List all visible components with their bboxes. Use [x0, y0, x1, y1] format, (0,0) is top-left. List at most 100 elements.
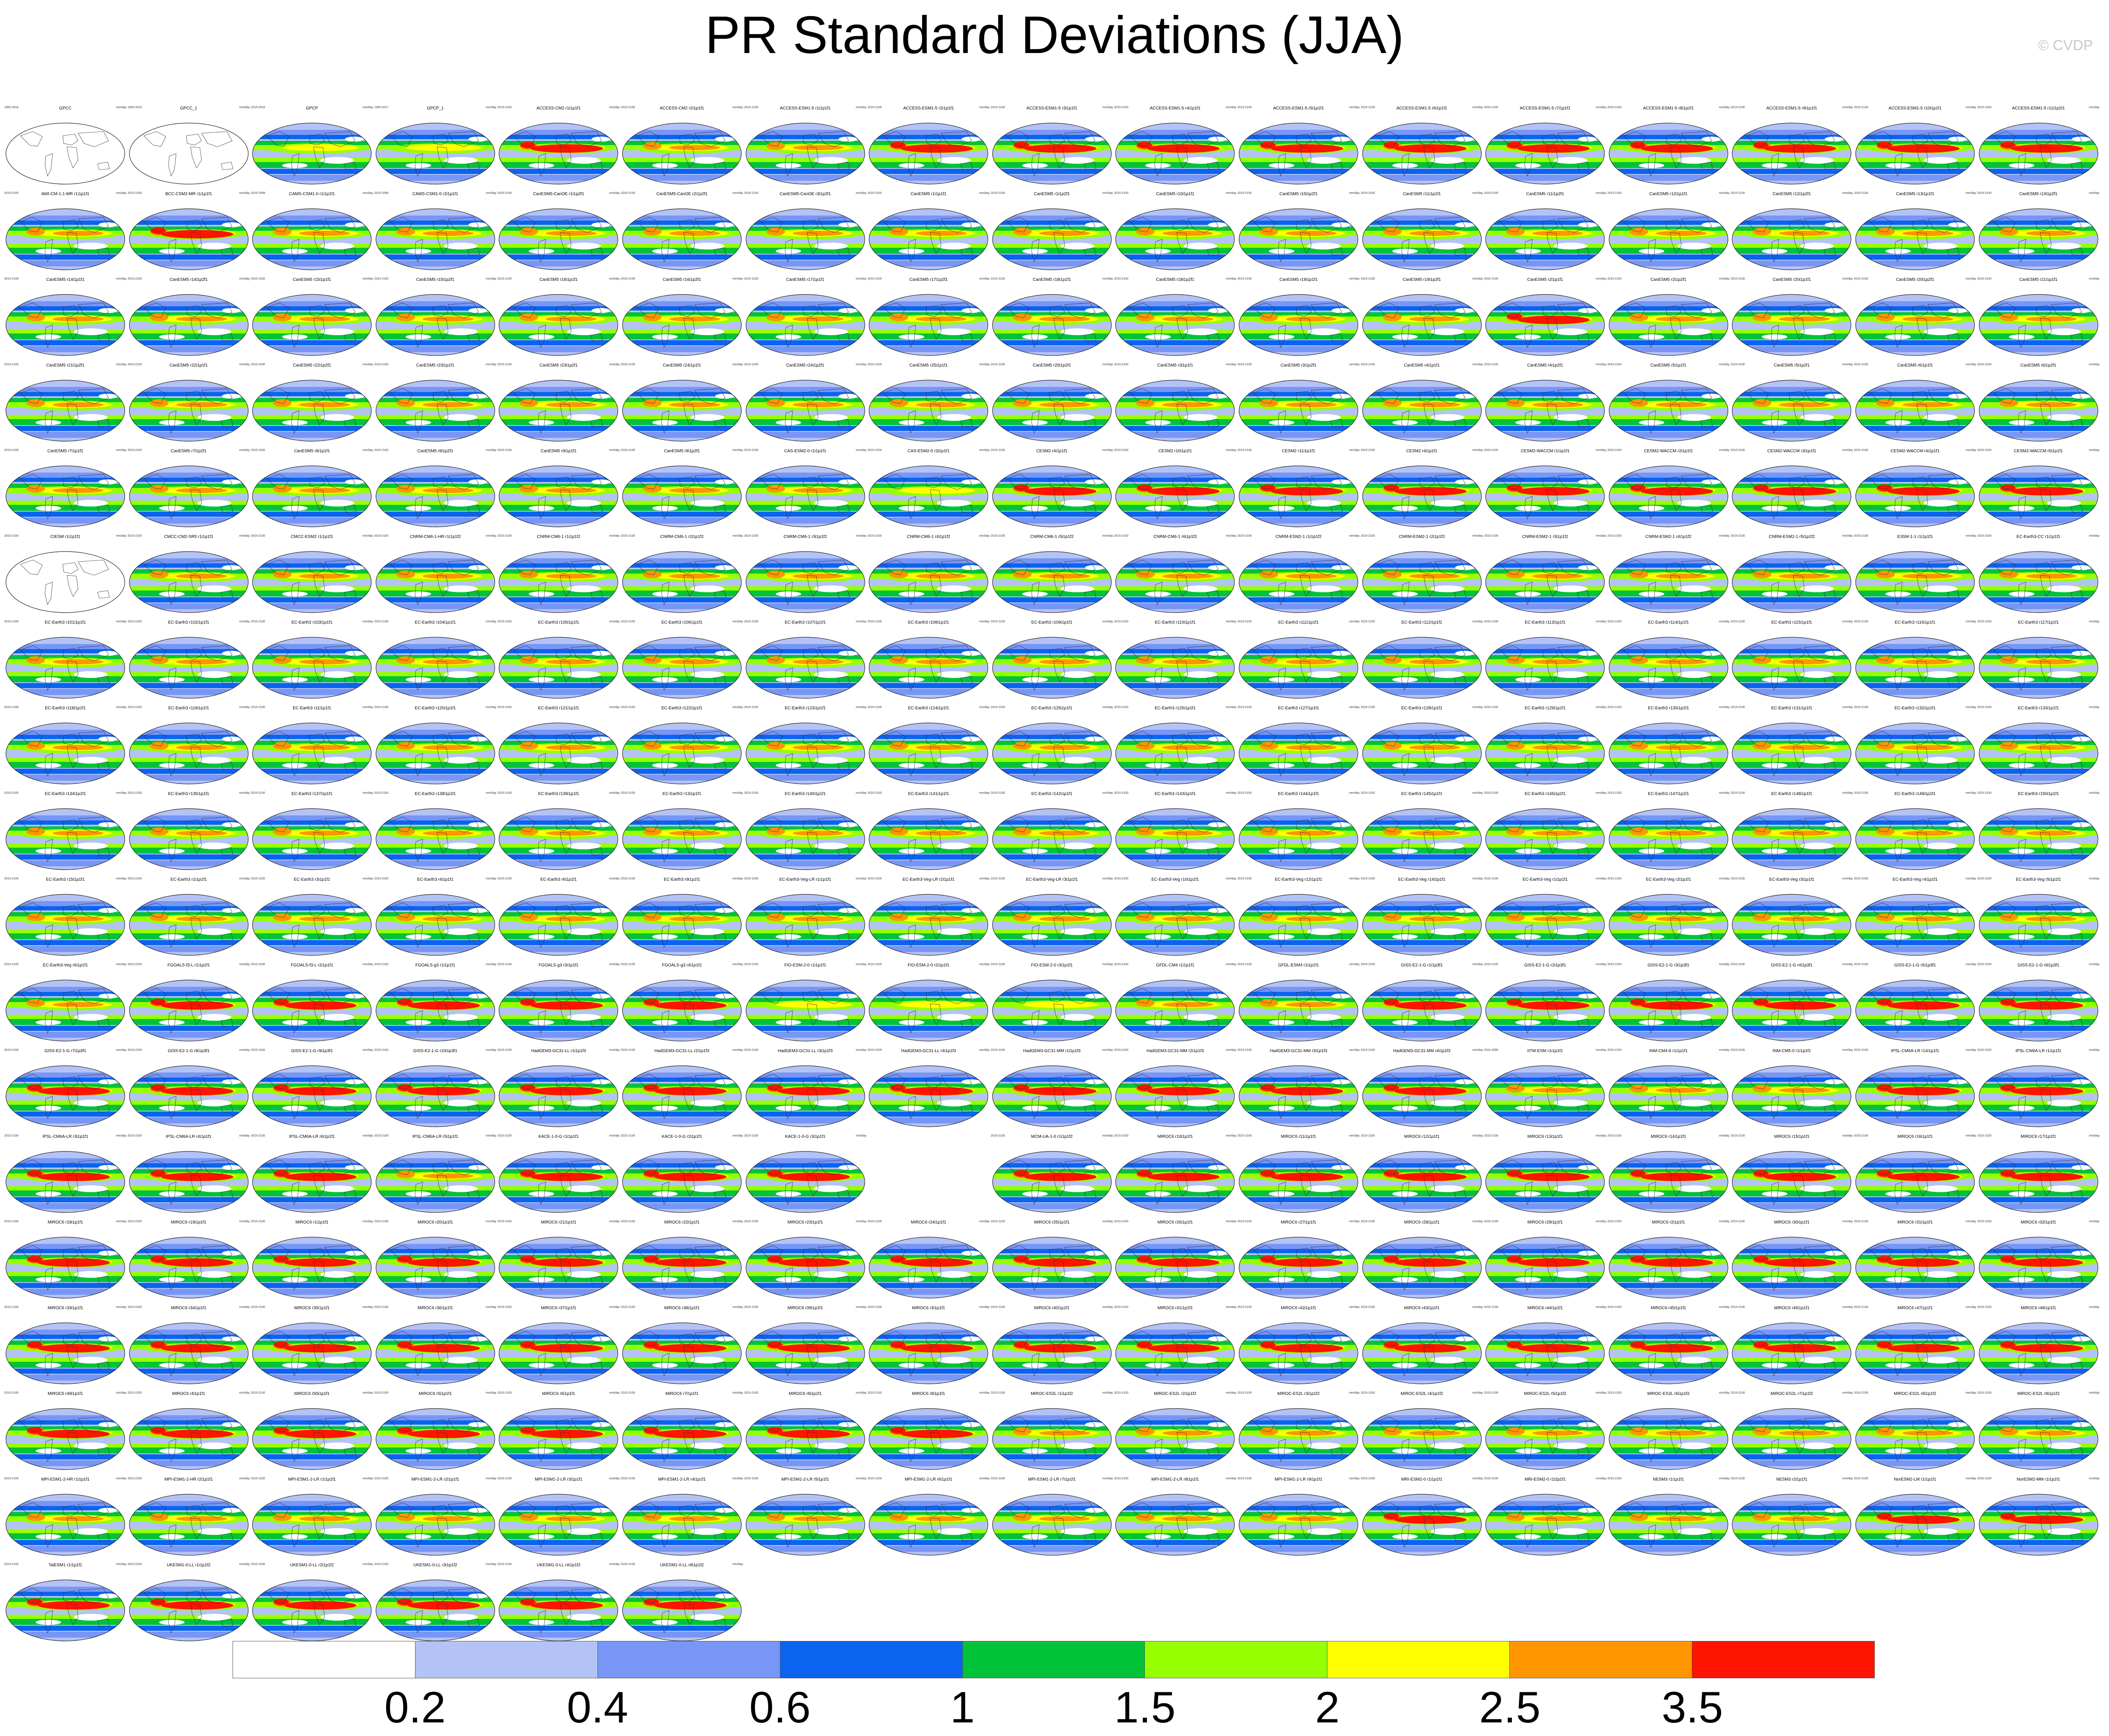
map-field	[1060, 243, 1094, 249]
map-field	[159, 591, 185, 596]
map-field	[1486, 501, 1605, 505]
map-field	[129, 301, 248, 306]
map-field	[992, 761, 1111, 768]
map-field	[1239, 815, 1358, 820]
panel-title: CanESM5 r2i1p2f1	[1650, 277, 1687, 282]
map-field	[376, 418, 495, 425]
map-field	[6, 761, 125, 768]
map-field	[499, 247, 618, 254]
map-panel: GPCC 1950-2016 mm/day	[3, 106, 127, 191]
panel-years: 2015-2100	[744, 363, 759, 366]
map-field	[1885, 677, 1911, 682]
map-field	[1486, 512, 1605, 517]
map-panel: FGOALS-f3-L r1i1p1f1 2015-2100 mm/day	[127, 963, 251, 1048]
panel-units: mm/day	[239, 963, 250, 966]
map-panel-plot	[622, 294, 742, 356]
map-field	[746, 901, 865, 906]
map-field	[499, 987, 618, 992]
panel-units: mm/day	[116, 192, 126, 195]
map-field	[499, 860, 618, 866]
panel-title: CESM2-WACCM r2i1p1f1	[1644, 449, 1693, 454]
continent-outline	[1870, 217, 1893, 232]
map-panel: EC-Earth3-Veg-LR r1i1p1f1 2015-2100 mm/day	[743, 877, 867, 962]
panel-title: EC-Earth3 r116i1p1f1	[1895, 620, 1935, 625]
map-field	[1609, 415, 1728, 419]
map-field	[6, 426, 125, 431]
panel-title: CanESM5-CanOE r3i1p2f1	[780, 192, 831, 196]
map-panel-plot	[376, 808, 495, 870]
panel-units: mm/day	[116, 449, 126, 452]
map-field	[252, 1026, 372, 1031]
map-field	[869, 940, 988, 945]
map-field	[1638, 249, 1664, 254]
map-field	[1732, 775, 1851, 781]
map-field	[1486, 815, 1605, 820]
continent-outline	[883, 217, 906, 232]
panel-title: CanESM5-CanOE r2i1p2f1	[656, 192, 708, 196]
map-field	[775, 163, 801, 168]
map-field	[1779, 231, 1830, 236]
map-field	[1116, 346, 1235, 352]
map-field	[992, 130, 1111, 135]
panel-years: 2015-2100	[744, 706, 759, 709]
map-field	[529, 420, 555, 425]
map-field	[2011, 487, 2083, 496]
map-field	[869, 473, 988, 478]
map-field	[992, 387, 1111, 392]
map-panel: EC-Earth3 r122i1p1f1 2015-2100 mm/day	[620, 706, 744, 791]
map-field	[992, 932, 1111, 939]
map-field	[1486, 175, 1605, 181]
continent-outline	[679, 134, 695, 146]
map-field	[1762, 249, 1788, 254]
map-field	[1732, 432, 1851, 438]
continent-outline	[1187, 131, 1219, 147]
panel-units: mm/day	[1719, 535, 1730, 538]
map-field	[1762, 334, 1788, 339]
map-field	[376, 158, 495, 162]
map-field	[1856, 644, 1974, 649]
panel-years: 2015-2100	[621, 706, 635, 709]
map-panel: EC-Earth3 r113i1p1f1 2015-2100 mm/day	[1483, 620, 1607, 705]
panel-years: 2015-2100	[990, 277, 1005, 280]
map-field	[992, 504, 1111, 511]
continent-outline	[785, 153, 793, 177]
map-panel-plot	[869, 294, 988, 356]
map-panel: CanESM5 r13i1p2f1 2015-2100 mm/day	[1977, 192, 2101, 277]
panel-title: EC-Earth3-Veg r14i1p1f1	[1398, 877, 1446, 882]
map-field	[869, 333, 988, 339]
map-field	[2008, 249, 2034, 254]
globe-outline	[499, 123, 618, 185]
panel-years: 2015-2100	[1730, 706, 1745, 709]
map-field	[1145, 163, 1171, 168]
globe-outline	[6, 294, 125, 356]
map-field	[129, 847, 248, 854]
map-field	[1732, 260, 1851, 266]
panel-title: EC-Earth3 r150i1p1f1	[2018, 792, 2059, 796]
panel-title: ACCESS-ESM1-5 r5i1p1f1	[1273, 106, 1324, 111]
map-field	[1486, 854, 1605, 860]
continent-outline	[802, 219, 819, 231]
map-field	[992, 815, 1111, 820]
continent-outline	[1049, 219, 1065, 231]
map-field	[775, 334, 801, 339]
panel-title: EC-Earth3-Veg r3i1p1f1	[1769, 877, 1815, 882]
map-panel-plot	[745, 294, 865, 356]
map-panel: EC-Earth3 r132i1p1f1 2015-2100 mm/day	[1853, 706, 1977, 791]
panel-years: 2015-2100	[374, 363, 389, 366]
panel-years: 2015-2100	[1484, 363, 1498, 366]
map-field	[499, 758, 618, 762]
map-field	[1394, 487, 1467, 496]
continent-outline	[930, 318, 942, 340]
panel-title: GPCC_1	[180, 106, 197, 111]
map-field	[1060, 157, 1094, 164]
map-field	[792, 745, 844, 750]
map-field	[159, 848, 185, 854]
map-panel: ACCESS-ESM1-5 r3i1p1f1 2015-2100 mm/day	[990, 106, 1114, 191]
panel-years: 2015-2100	[621, 963, 635, 966]
map-field	[1732, 683, 1851, 688]
map-panel: FIO-ESM-2-0 r2i1p1f1 2015-2100 mm/day	[867, 963, 990, 1048]
globe-outline	[252, 208, 372, 270]
panel-title: CanESM5 r17i1p2f1	[909, 277, 948, 282]
map-field	[1116, 901, 1235, 906]
map-field	[2008, 677, 2034, 682]
